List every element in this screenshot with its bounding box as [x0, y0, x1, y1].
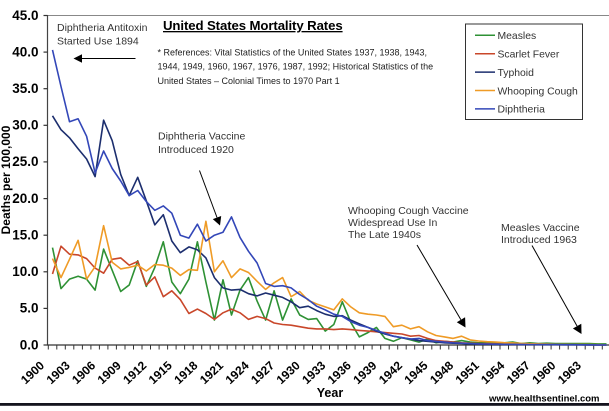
svg-text:30.0: 30.0: [12, 118, 38, 133]
svg-text:20.0: 20.0: [12, 191, 38, 206]
svg-text:Deaths per 100,000: Deaths per 100,000: [0, 125, 13, 234]
svg-text:Measles Vaccine: Measles Vaccine: [501, 222, 580, 234]
svg-text:United States Mortality Rates: United States Mortality Rates: [163, 18, 343, 33]
svg-text:United States – Colonial Times: United States – Colonial Times to 1970 P…: [158, 76, 340, 86]
svg-text:Diphtheria: Diphtheria: [498, 105, 546, 116]
svg-text:www.healthsentinel.com: www.healthsentinel.com: [488, 394, 600, 405]
svg-text:5.0: 5.0: [20, 301, 39, 316]
svg-text:1944, 1949, 1960, 1967, 1976,: 1944, 1949, 1960, 1967, 1976, 1987, 1992…: [158, 62, 434, 72]
svg-text:10.0: 10.0: [12, 264, 38, 279]
svg-text:Measles: Measles: [498, 31, 537, 42]
svg-text:Year: Year: [317, 386, 344, 400]
svg-text:Whooping Cough Vaccine: Whooping Cough Vaccine: [348, 205, 469, 217]
svg-text:* References: Vital Statistics: * References: Vital Statistics of the Un…: [158, 48, 428, 58]
svg-text:25.0: 25.0: [12, 154, 38, 169]
svg-text:Started Use 1894: Started Use 1894: [57, 36, 139, 48]
svg-text:Introduced 1920: Introduced 1920: [158, 144, 234, 156]
svg-text:Whooping Cough: Whooping Cough: [498, 86, 579, 97]
svg-text:15.0: 15.0: [12, 228, 38, 243]
svg-text:The Late 1940s: The Late 1940s: [348, 229, 421, 241]
svg-text:Diphtheria Antitoxin: Diphtheria Antitoxin: [57, 22, 148, 34]
svg-text:40.0: 40.0: [12, 44, 38, 59]
svg-text:Widespread Use In: Widespread Use In: [348, 217, 437, 229]
svg-text:Introduced 1963: Introduced 1963: [501, 234, 577, 246]
svg-text:Typhoid: Typhoid: [498, 68, 535, 79]
svg-text:Diphtheria Vaccine: Diphtheria Vaccine: [158, 131, 246, 143]
svg-text:Scarlet Fever: Scarlet Fever: [498, 50, 560, 61]
svg-text:35.0: 35.0: [12, 81, 38, 96]
svg-text:45.0: 45.0: [12, 8, 38, 23]
svg-text:0.0: 0.0: [20, 337, 39, 352]
